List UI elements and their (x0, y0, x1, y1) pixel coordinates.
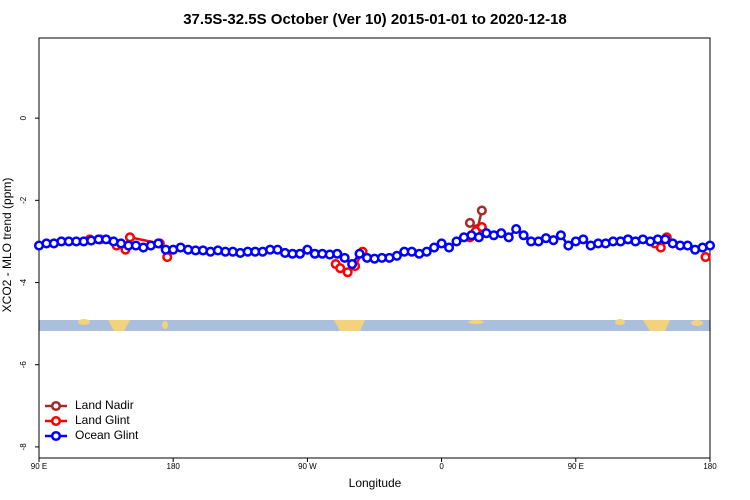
data-point (354, 248, 365, 259)
data-point (563, 240, 574, 251)
legend-label: Ocean Glint (75, 428, 139, 442)
data-point (342, 267, 353, 278)
data-point (476, 205, 487, 216)
y-tick-label: -4 (19, 278, 28, 286)
data-point (347, 258, 358, 270)
legend-marker (50, 400, 62, 412)
data-point (124, 232, 136, 243)
data-point (436, 238, 447, 249)
data-point (700, 251, 711, 263)
data-point (473, 232, 484, 243)
x-tick-label: 0 (439, 462, 444, 471)
x-tick-label: 180 (703, 462, 717, 471)
data-point (335, 263, 346, 274)
data-point (496, 228, 507, 239)
chart-title: 37.5S-32.5S October (Ver 10) 2015-01-01 … (183, 11, 567, 28)
legend-label: Land Nadir (75, 398, 134, 412)
data-point (578, 234, 589, 245)
y-tick-label: -6 (19, 361, 28, 369)
y-axis-label: XCO2 - MLO trend (ppm) (0, 178, 14, 313)
data-point (153, 238, 164, 249)
data-point (339, 252, 350, 263)
data-point (451, 236, 462, 247)
data-point (391, 250, 402, 261)
data-point (548, 235, 559, 246)
data-point (294, 248, 305, 259)
data-point (682, 240, 693, 251)
legend-label: Land Glint (75, 413, 130, 427)
data-point (464, 217, 475, 228)
data-point (421, 246, 432, 257)
x-tick-label: 90 E (31, 462, 47, 471)
legend-marker (50, 430, 62, 442)
y-tick-label: -8 (19, 443, 28, 451)
x-tick-label: 90 W (298, 462, 317, 471)
data-point (503, 232, 514, 243)
data-point (660, 234, 671, 245)
data-point (302, 244, 313, 255)
data-point (332, 248, 343, 259)
data-point (704, 240, 716, 251)
map-strip (39, 319, 710, 331)
data-point (511, 224, 522, 235)
x-tick-label: 180 (167, 462, 181, 471)
data-point (555, 230, 566, 241)
y-tick-label: -2 (19, 196, 28, 204)
data-point (655, 242, 666, 253)
data-point (444, 242, 455, 253)
data-point (429, 242, 440, 253)
y-tick-label: 0 (19, 115, 28, 120)
x-tick-label: 90 E (568, 462, 584, 471)
data-point (518, 230, 529, 241)
x-axis-label: Longitude (349, 476, 402, 490)
legend-marker (50, 415, 62, 427)
